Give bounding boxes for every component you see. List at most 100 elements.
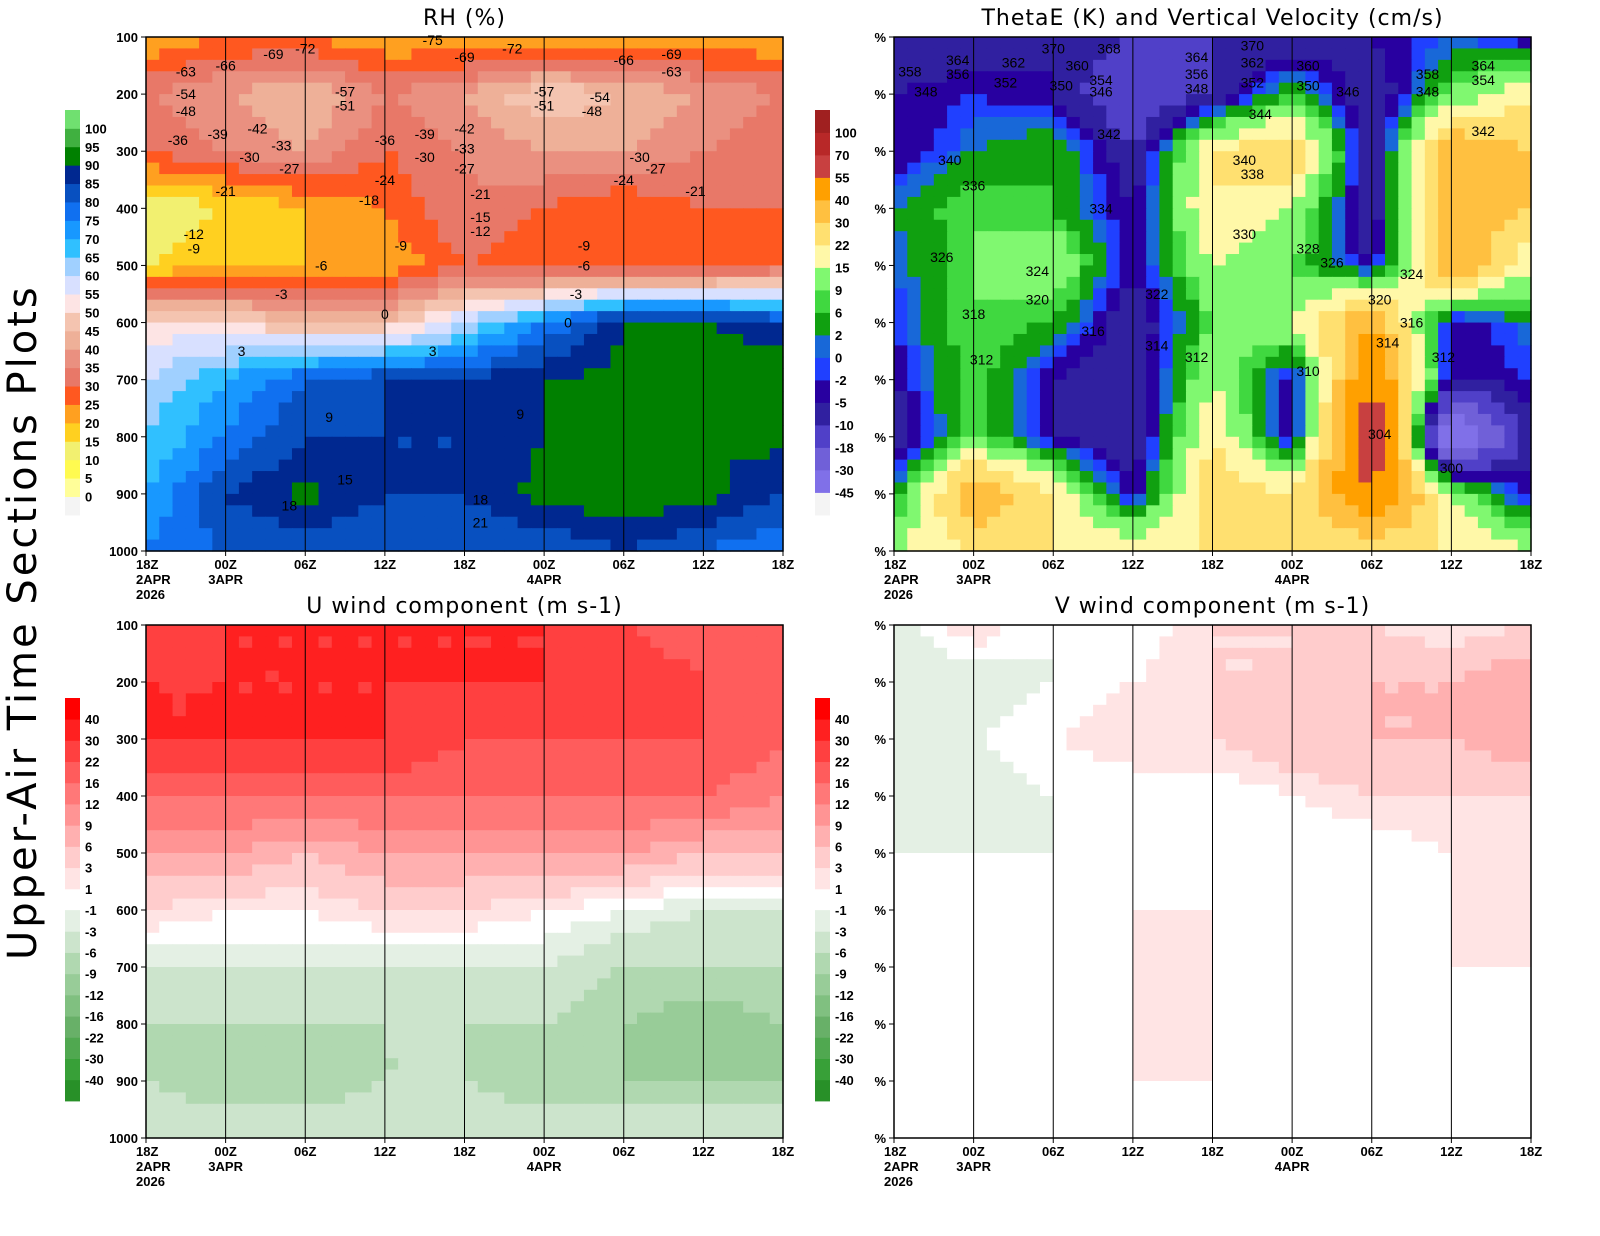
contour-cell — [225, 625, 240, 637]
contour-cell — [358, 82, 373, 95]
contour-cell — [1438, 413, 1452, 426]
contour-cell — [933, 128, 948, 141]
contour-cell — [1517, 448, 1532, 461]
contour-cell — [1504, 413, 1519, 426]
contour-cell — [172, 647, 187, 660]
contour-cell — [1172, 265, 1187, 278]
contour-cell — [610, 436, 625, 449]
contour-cell — [663, 185, 678, 198]
contour-cell — [146, 322, 160, 335]
contour-cell — [252, 402, 267, 415]
contour-cell — [398, 379, 413, 392]
contour-label: -9 — [395, 237, 408, 253]
contour-cell — [544, 71, 558, 84]
contour-cell — [1093, 276, 1107, 289]
contour-label: 316 — [1081, 323, 1105, 339]
contour-cell — [947, 265, 961, 278]
contour-cell — [769, 59, 784, 72]
contour-cell — [225, 425, 240, 438]
contour-cell — [358, 139, 373, 152]
colorbar-swatch — [815, 470, 830, 493]
colorbar-label: 10 — [85, 453, 99, 468]
contour-cell — [358, 116, 373, 129]
contour-cell — [371, 528, 386, 541]
contour-cell — [305, 391, 320, 404]
contour-cell — [1371, 116, 1386, 129]
contour-cell — [345, 539, 359, 552]
contour-cell — [504, 356, 519, 369]
contour-cell — [1345, 471, 1360, 484]
contour-cell — [504, 94, 519, 107]
contour-cell — [1239, 368, 1253, 381]
contour-cell — [504, 265, 519, 278]
contour-cell — [690, 208, 704, 221]
contour-cell — [1398, 116, 1413, 129]
contour-cell — [1517, 482, 1532, 495]
contour-cell — [1212, 94, 1227, 107]
contour-cell — [690, 505, 704, 518]
contour-cell — [933, 425, 948, 438]
contour-cell — [1278, 162, 1293, 175]
contour-cell — [1491, 322, 1506, 335]
contour-cell — [703, 471, 718, 484]
contour-cell — [1517, 37, 1532, 50]
contour-cell — [1358, 174, 1373, 187]
contour-cell — [384, 704, 399, 717]
contour-cell — [1119, 196, 1134, 209]
contour-cell — [491, 59, 505, 72]
contour-cell — [1371, 139, 1386, 152]
contour-cell — [517, 647, 532, 660]
contour-cell — [1185, 139, 1200, 152]
contour-cell — [1278, 219, 1293, 232]
contour-cell — [345, 413, 359, 426]
contour-cell — [1172, 482, 1187, 495]
contour-cell — [729, 448, 744, 461]
contour-cell — [477, 368, 492, 381]
colorbar-label: 30 — [835, 216, 849, 231]
contour-cell — [1093, 413, 1107, 426]
contour-cell — [1239, 288, 1253, 301]
contour-cell — [517, 436, 532, 449]
contour-label: -69 — [454, 49, 474, 65]
contour-cell — [199, 425, 213, 438]
contour-cell — [530, 59, 545, 72]
contour-cell — [1464, 413, 1479, 426]
contour-cell — [491, 636, 505, 649]
contour-cell — [1079, 139, 1094, 152]
contour-cell — [1199, 402, 1214, 415]
contour-cell — [1225, 436, 1240, 449]
contour-cell — [557, 242, 572, 255]
contour-cell — [1106, 311, 1121, 324]
contour-cell — [1371, 37, 1386, 50]
contour-label: -12 — [470, 223, 490, 239]
contour-cell — [1451, 322, 1466, 335]
contour-cell — [663, 425, 678, 438]
contour-cell — [252, 82, 267, 95]
contour-cell — [1212, 391, 1227, 404]
contour-cell — [318, 59, 333, 72]
contour-cell — [650, 413, 665, 426]
contour-cell — [1464, 311, 1479, 324]
contour-cell — [504, 276, 519, 289]
contour-cell — [1265, 174, 1280, 187]
contour-cell — [703, 94, 718, 107]
contour-cell — [1451, 288, 1466, 301]
contour-cell — [973, 254, 988, 267]
contour-cell — [676, 116, 691, 129]
contour-cell — [1358, 162, 1373, 175]
contour-cell — [1371, 82, 1386, 95]
contour-cell — [1079, 471, 1094, 484]
contour-cell — [1000, 37, 1015, 50]
contour-cell — [597, 528, 612, 541]
contour-cell — [1146, 368, 1161, 381]
contour-cell — [491, 288, 505, 301]
contour-label: -69 — [661, 46, 681, 62]
contour-cell — [305, 276, 320, 289]
contour-cell — [907, 493, 922, 506]
contour-cell — [1424, 231, 1439, 244]
contour-cell — [1079, 528, 1094, 541]
contour-cell — [504, 636, 519, 649]
colorbar-swatch — [65, 404, 80, 424]
contour-cell — [907, 174, 922, 187]
contour-cell — [1265, 276, 1280, 289]
